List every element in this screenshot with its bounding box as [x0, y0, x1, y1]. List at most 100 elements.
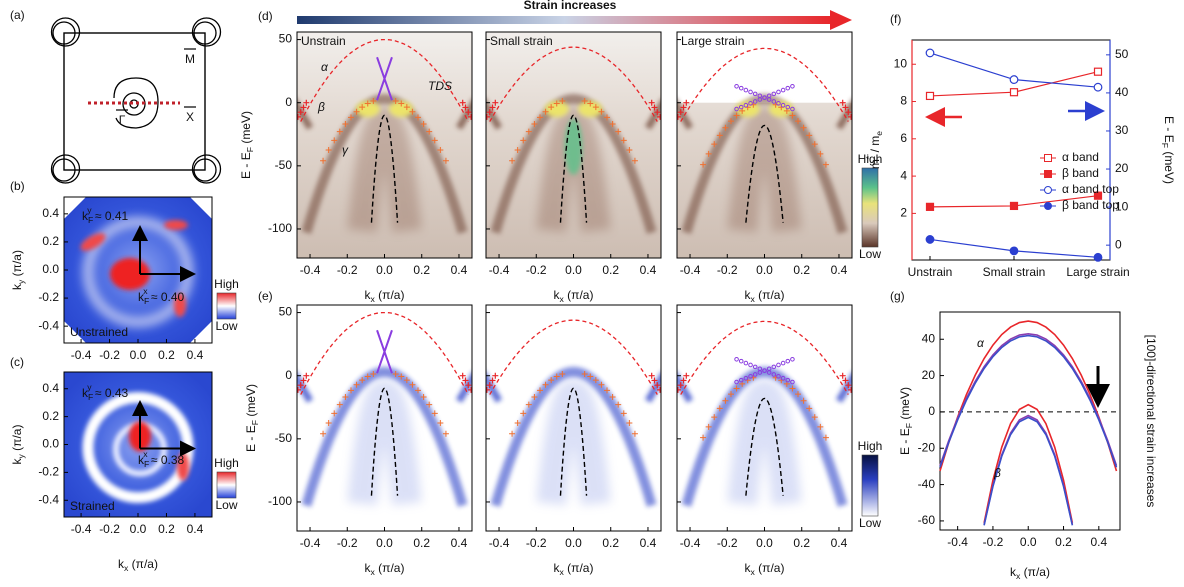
marker	[1093, 252, 1103, 262]
x-axis-label: kx (π/a)	[745, 288, 785, 304]
beta-cross	[626, 420, 633, 427]
beta-cross	[727, 391, 734, 398]
x-tick-label: -0.2	[99, 522, 120, 536]
x-tick-label: 0.0	[130, 348, 147, 362]
colorbar-high: High	[214, 456, 239, 470]
x-tick-label: -0.4	[489, 536, 510, 550]
beta-cross	[598, 108, 605, 115]
strain-arrow-head	[830, 10, 852, 30]
beta-cross	[336, 128, 343, 135]
beta-cross	[722, 397, 729, 404]
annotation: β	[317, 100, 325, 114]
annotation-part: y	[87, 382, 92, 392]
alpha-cross	[492, 372, 499, 379]
y-tick-label: 50	[279, 32, 293, 46]
x-tick-label: 0.4	[831, 263, 848, 277]
beta-cross	[320, 157, 327, 164]
tds-dot	[771, 364, 777, 370]
tds-dot	[780, 102, 786, 108]
beta-cross	[437, 420, 444, 427]
x-tick-label: 0.4	[1090, 535, 1107, 549]
x-tick-label: -0.4	[489, 263, 510, 277]
alpha-cross	[654, 109, 661, 116]
x-axis-label-part: k	[365, 561, 372, 575]
alpha-cross	[486, 382, 493, 389]
beta-cross	[548, 104, 555, 111]
alpha-cross	[459, 372, 466, 379]
beta-cross	[364, 373, 371, 380]
panel-name: Unstrain	[301, 34, 346, 48]
alpha-cross	[297, 109, 304, 116]
tds-dot	[738, 104, 744, 110]
beta-cross	[426, 128, 433, 135]
panel-label: (b)	[10, 179, 25, 193]
panel-name: Large strain	[681, 34, 744, 48]
panel-label: (e)	[258, 289, 273, 303]
alpha-cross	[842, 377, 849, 384]
x-axis-label-part: (π/a)	[1020, 565, 1050, 579]
band	[455, 98, 472, 130]
x-tick-label: -0.2	[717, 536, 738, 550]
x-tick-label: Small strain	[983, 265, 1046, 279]
plot-area	[64, 372, 212, 517]
colorbar-low: Low	[859, 247, 881, 261]
y-tick-label: 0	[285, 95, 292, 109]
alpha-cross	[651, 104, 658, 111]
beta-cross	[542, 381, 549, 388]
gamma-guide	[559, 387, 588, 496]
annotation-part: k	[82, 209, 89, 223]
x-tick-label: -0.2	[526, 536, 547, 550]
beta-cross	[722, 124, 729, 131]
band-haze	[347, 105, 422, 233]
beta-cross	[609, 120, 616, 127]
marker	[1009, 75, 1019, 84]
band	[486, 371, 503, 403]
alpha-cross	[683, 99, 690, 106]
x-axis-label-part: k	[365, 288, 372, 302]
spectrum-top	[677, 32, 852, 103]
x-axis-label-part: (π/a)	[375, 288, 405, 302]
alpha-cross	[303, 372, 310, 379]
annotation: β	[993, 466, 1001, 480]
x-tick-label: 0.0	[130, 522, 147, 536]
beta-cross	[631, 430, 638, 437]
alpha-cross	[680, 104, 687, 111]
y-tick-label: -0.2	[38, 290, 59, 304]
hot	[177, 452, 189, 481]
tds-dot	[738, 85, 744, 91]
alpha-cross	[648, 372, 655, 379]
x-axis-label-part: k	[1010, 565, 1017, 579]
plot-area	[677, 305, 852, 531]
alpha-cross	[486, 109, 493, 116]
tds-dot	[780, 375, 786, 381]
colorbar-low: Low	[215, 498, 237, 512]
beta-cross	[806, 132, 813, 139]
alpha-cross	[657, 113, 661, 120]
beta-cross	[342, 393, 349, 400]
beta-cross	[548, 377, 555, 384]
alpha-guide	[300, 311, 469, 395]
beta-cross	[604, 114, 611, 121]
beta-cross	[542, 108, 549, 115]
x-tick-label: -0.2	[337, 536, 358, 550]
tds-dot	[734, 379, 739, 385]
beta-cross	[716, 132, 723, 139]
x-tick-label: 0.0	[756, 536, 773, 550]
x-tick-label: 0.4	[831, 536, 848, 550]
tds-dot	[776, 101, 781, 106]
y-tick-label: 0.2	[42, 409, 59, 423]
alpha-cross	[462, 104, 469, 111]
beta-cross	[426, 401, 433, 408]
beta-cross	[359, 377, 366, 384]
tds-dot	[776, 89, 781, 95]
y-axis-label: E - EF (meV)	[239, 111, 255, 179]
beta-cross	[331, 410, 338, 417]
alpha-cross	[297, 386, 301, 393]
alpha-cross	[842, 104, 849, 111]
point-label: Γ	[119, 113, 126, 127]
x-axis-label-part: (π/a)	[755, 288, 785, 302]
x-tick-label: 0.4	[187, 522, 204, 536]
tds-dot	[743, 87, 749, 93]
beta-cross	[817, 423, 824, 430]
beta-cross	[598, 381, 605, 388]
